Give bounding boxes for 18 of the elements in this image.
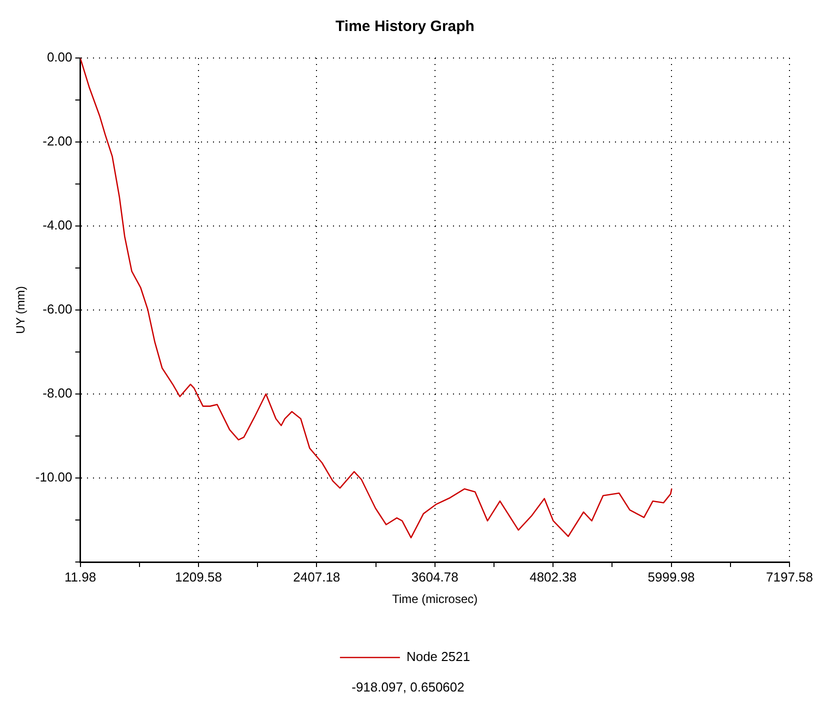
y-tick-label: -2.00 [42,134,72,149]
x-axis-title: Time (microsec) [392,592,478,606]
x-tick-label: 11.98 [64,569,96,584]
text: -918.097, 0.650602 [352,680,464,695]
x-tick-label: 5999.98 [648,569,695,584]
y-tick-label: -10.00 [35,470,72,485]
x-tick-label: 2407.18 [293,569,340,584]
chart-title: Time History Graph [336,18,474,36]
y-tick-label: -6.00 [42,302,72,317]
y-tick-label: -4.00 [42,218,72,233]
y-axis-title: UY (mm) [14,286,28,334]
legend-label: Node 2521 [406,649,470,664]
x-tick-label: 7197.58 [766,569,814,584]
x-tick-label: 4802.38 [530,569,577,584]
x-tick-label: 3604.78 [411,569,458,584]
y-tick-label: 0.00 [46,50,72,65]
y-tick-label: -8.00 [42,386,72,401]
x-tick-label: 1209.58 [174,569,222,584]
